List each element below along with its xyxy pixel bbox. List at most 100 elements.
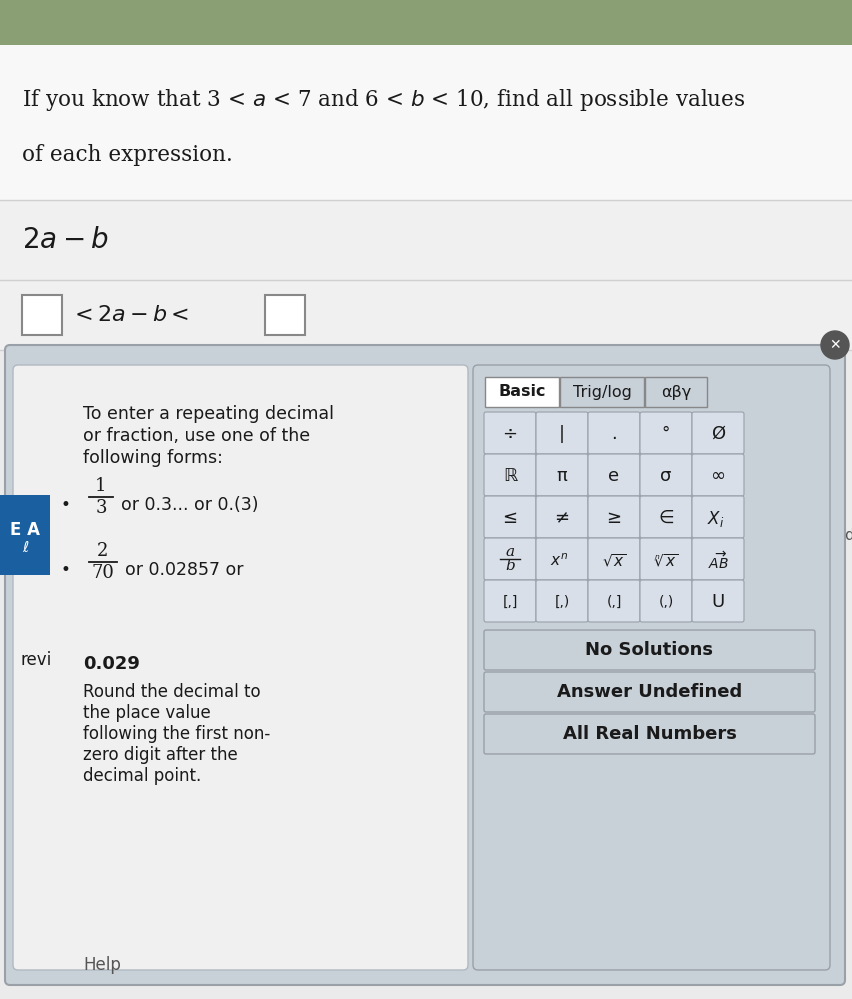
Text: e: e — [607, 467, 619, 485]
Text: $x^n$: $x^n$ — [550, 552, 567, 569]
Text: 70: 70 — [91, 564, 114, 582]
Bar — [0, 0, 852, 45]
FancyBboxPatch shape — [691, 580, 743, 622]
Text: U: U — [711, 593, 724, 611]
Text: (,]: (,] — [606, 595, 621, 609]
Text: decimal point.: decimal point. — [83, 767, 201, 785]
Bar — [0, 45, 852, 200]
Text: ≠: ≠ — [554, 509, 569, 527]
Text: Trig/log: Trig/log — [572, 385, 630, 400]
Bar — [0, 6, 852, 7]
Bar — [0, 200, 852, 280]
Bar — [0, 40, 852, 41]
FancyBboxPatch shape — [535, 454, 587, 496]
Text: or fraction, use one of the: or fraction, use one of the — [83, 427, 310, 445]
Bar — [0, 7, 852, 8]
Text: following forms:: following forms: — [83, 449, 222, 467]
Text: ℓ: ℓ — [22, 539, 28, 554]
Bar — [0, 20, 852, 21]
Bar — [0, 0, 852, 1]
FancyBboxPatch shape — [485, 377, 558, 407]
Text: 1: 1 — [95, 477, 106, 495]
Bar — [0, 31, 852, 32]
Bar — [0, 22, 852, 23]
FancyBboxPatch shape — [483, 496, 535, 538]
FancyBboxPatch shape — [587, 538, 639, 580]
Bar — [0, 33, 852, 34]
FancyBboxPatch shape — [473, 365, 829, 970]
FancyBboxPatch shape — [691, 496, 743, 538]
Text: $\overrightarrow{AB}$: $\overrightarrow{AB}$ — [706, 550, 728, 571]
Bar — [0, 19, 852, 20]
Bar — [0, 8, 852, 9]
Bar — [0, 1, 852, 2]
FancyBboxPatch shape — [483, 454, 535, 496]
FancyBboxPatch shape — [535, 580, 587, 622]
Text: ≥: ≥ — [606, 509, 621, 527]
Bar — [0, 23, 852, 24]
Text: ÷: ÷ — [502, 425, 517, 443]
Bar — [0, 14, 852, 15]
Bar — [0, 495, 50, 575]
Bar — [0, 13, 852, 14]
Bar — [0, 4, 852, 5]
FancyBboxPatch shape — [639, 412, 691, 454]
Bar — [0, 30, 852, 31]
Bar — [0, 25, 852, 26]
Text: zero digit after the: zero digit after the — [83, 746, 238, 764]
Circle shape — [820, 331, 848, 359]
Text: ✕: ✕ — [828, 338, 840, 352]
Text: •: • — [60, 561, 70, 579]
Text: [,): [,) — [554, 595, 569, 609]
Bar — [0, 34, 852, 35]
FancyBboxPatch shape — [691, 412, 743, 454]
FancyBboxPatch shape — [639, 454, 691, 496]
FancyBboxPatch shape — [535, 496, 587, 538]
Bar — [0, 15, 852, 16]
FancyBboxPatch shape — [587, 412, 639, 454]
Text: σ: σ — [659, 467, 671, 485]
Text: d he: d he — [844, 527, 852, 542]
FancyBboxPatch shape — [535, 538, 587, 580]
Text: If you know that 3 < $a$ < 7 and 6 < $b$ < 10, find all possible values: If you know that 3 < $a$ < 7 and 6 < $b$… — [22, 87, 745, 113]
Bar — [0, 3, 852, 4]
Text: [,]: [,] — [502, 595, 517, 609]
Bar — [0, 38, 852, 39]
Bar — [0, 42, 852, 43]
FancyBboxPatch shape — [639, 496, 691, 538]
Bar — [0, 28, 852, 29]
FancyBboxPatch shape — [639, 538, 691, 580]
Bar — [0, 12, 852, 13]
Text: ≤: ≤ — [502, 509, 517, 527]
Text: °: ° — [661, 425, 670, 443]
Text: Round the decimal to: Round the decimal to — [83, 683, 261, 701]
Bar — [0, 24, 852, 25]
FancyBboxPatch shape — [691, 538, 743, 580]
Text: b: b — [504, 559, 515, 573]
FancyBboxPatch shape — [483, 714, 814, 754]
Bar — [0, 26, 852, 27]
Text: a: a — [505, 545, 514, 559]
Text: .: . — [610, 425, 616, 443]
Text: following the first non-: following the first non- — [83, 725, 270, 743]
FancyBboxPatch shape — [644, 377, 706, 407]
FancyBboxPatch shape — [639, 580, 691, 622]
Bar — [0, 41, 852, 42]
Bar — [0, 0, 852, 45]
FancyBboxPatch shape — [560, 377, 643, 407]
Text: ℝ: ℝ — [503, 467, 516, 485]
FancyBboxPatch shape — [22, 295, 62, 335]
Text: Help: Help — [83, 956, 121, 974]
Text: Ø: Ø — [710, 425, 724, 443]
Text: revi: revi — [21, 651, 52, 669]
Text: 0.029: 0.029 — [83, 655, 140, 673]
Text: $X_i$: $X_i$ — [706, 509, 724, 529]
FancyBboxPatch shape — [483, 630, 814, 670]
FancyBboxPatch shape — [535, 412, 587, 454]
FancyBboxPatch shape — [691, 454, 743, 496]
Text: (,): (,) — [658, 595, 673, 609]
Text: 2: 2 — [97, 542, 108, 560]
Text: the place value: the place value — [83, 704, 210, 722]
Text: αβγ: αβγ — [660, 385, 690, 400]
Bar — [0, 39, 852, 40]
